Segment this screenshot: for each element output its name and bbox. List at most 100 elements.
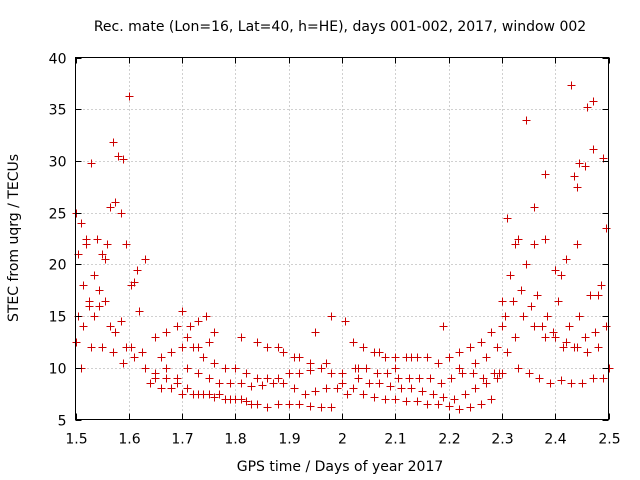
data-point — [242, 397, 251, 406]
data-point — [186, 322, 195, 331]
data-point — [381, 395, 390, 404]
data-point — [589, 97, 598, 106]
data-point — [359, 343, 368, 352]
plot-frame — [75, 57, 609, 420]
data-point — [146, 379, 155, 388]
data-point — [327, 369, 336, 378]
data-point — [79, 281, 88, 290]
x-tick-label: 2.5 — [598, 432, 620, 448]
data-point — [178, 390, 187, 399]
data-point — [602, 224, 611, 233]
data-point — [189, 390, 198, 399]
data-point — [167, 348, 176, 357]
data-point — [285, 369, 294, 378]
data-point — [77, 219, 86, 228]
data-point — [327, 403, 336, 412]
data-point — [210, 359, 219, 368]
data-point — [461, 390, 470, 399]
data-point — [530, 322, 539, 331]
data-point — [437, 379, 446, 388]
data-point — [541, 333, 550, 342]
data-point — [101, 297, 110, 306]
data-point — [375, 379, 384, 388]
data-point — [253, 374, 262, 383]
data-point — [93, 235, 102, 244]
data-point — [138, 348, 147, 357]
data-point — [487, 328, 496, 337]
data-point — [589, 145, 598, 154]
data-point — [72, 338, 81, 347]
data-point — [130, 353, 139, 362]
data-point — [581, 333, 590, 342]
data-point — [151, 374, 160, 383]
data-point — [317, 364, 326, 373]
data-point — [341, 317, 350, 326]
data-point — [586, 291, 595, 300]
x-tick-label: 1.8 — [224, 432, 246, 448]
data-point — [263, 343, 272, 352]
data-point — [570, 172, 579, 181]
data-point — [445, 402, 454, 411]
data-point — [95, 302, 104, 311]
data-point — [407, 353, 416, 362]
data-point — [354, 364, 363, 373]
data-point — [274, 374, 283, 383]
data-point — [397, 384, 406, 393]
data-point — [274, 400, 283, 409]
data-point — [127, 343, 136, 352]
data-point — [487, 395, 496, 404]
data-point — [210, 328, 219, 337]
y-tick-label: 30 — [49, 155, 67, 171]
data-point — [103, 240, 112, 249]
data-point — [231, 364, 240, 373]
data-point — [253, 338, 262, 347]
data-point — [119, 155, 128, 164]
data-point — [498, 322, 507, 331]
data-point — [538, 322, 547, 331]
data-point — [482, 353, 491, 362]
x-tick-label: 1.7 — [171, 432, 193, 448]
data-point — [106, 322, 115, 331]
data-point — [511, 333, 520, 342]
data-point — [567, 81, 576, 90]
data-point — [447, 374, 456, 383]
data-point — [343, 390, 352, 399]
data-point — [514, 235, 523, 244]
data-point — [306, 402, 315, 411]
data-point — [322, 359, 331, 368]
data-point — [439, 393, 448, 402]
data-point — [434, 400, 443, 409]
data-point — [570, 343, 579, 352]
data-point — [311, 387, 320, 396]
data-point — [317, 403, 326, 412]
data-point — [445, 353, 454, 362]
y-tick-label: 10 — [49, 362, 67, 378]
data-point — [258, 381, 267, 390]
data-point — [479, 374, 488, 383]
y-tick-label: 40 — [49, 52, 67, 68]
data-point — [322, 384, 331, 393]
x-tick-label: 1.5 — [65, 432, 87, 448]
data-point — [162, 364, 171, 373]
data-point — [455, 364, 464, 373]
data-point — [205, 338, 214, 347]
data-point — [594, 343, 603, 352]
data-point — [501, 312, 510, 321]
y-tick-label: 15 — [49, 310, 67, 326]
data-point — [565, 322, 574, 331]
data-point — [391, 353, 400, 362]
data-point — [557, 376, 566, 385]
data-point — [263, 403, 272, 412]
data-point — [365, 379, 374, 388]
data-point — [511, 240, 520, 249]
data-point — [279, 379, 288, 388]
data-point — [135, 307, 144, 316]
data-point — [583, 103, 592, 112]
data-point — [578, 379, 587, 388]
data-point — [541, 170, 550, 179]
data-point — [338, 379, 347, 388]
data-point — [506, 271, 515, 280]
data-point — [573, 240, 582, 249]
data-point — [589, 374, 598, 383]
